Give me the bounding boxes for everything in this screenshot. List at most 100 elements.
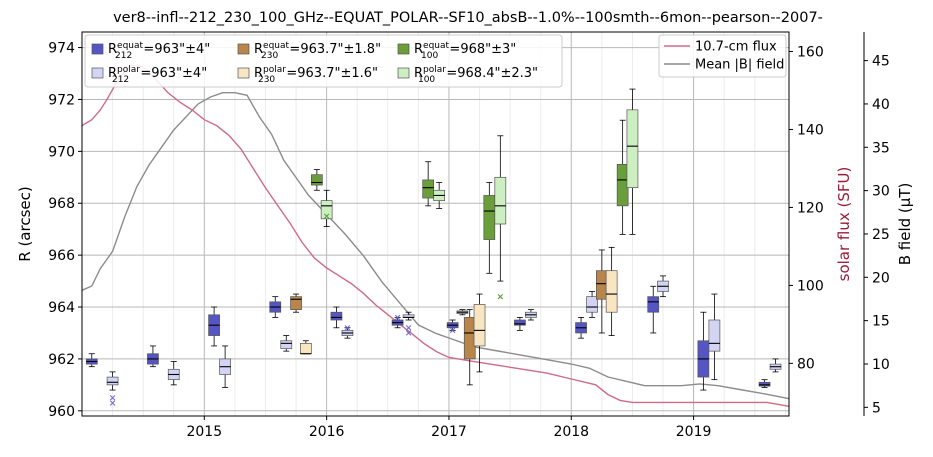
flux-line <box>81 64 790 407</box>
legend-box-frame <box>84 34 563 88</box>
box-212-equat <box>575 317 587 339</box>
flux-tick-label: 160 <box>797 44 824 60</box>
line-series <box>81 64 790 407</box>
box-body <box>290 296 302 310</box>
bfield-tick-label: 35 <box>872 140 890 156</box>
plot-frame <box>81 31 790 417</box>
box-body <box>422 179 435 199</box>
box-212-polar <box>456 309 469 316</box>
box-212-polar <box>167 361 180 386</box>
bfield-tick-label: 15 <box>872 314 890 330</box>
box-body <box>320 200 333 220</box>
legend-entry-bfield-line: Mean |B| field <box>664 58 784 73</box>
box-212-equat <box>330 306 343 329</box>
box-212-equat <box>514 317 526 331</box>
legend-swatch <box>91 43 104 55</box>
box-212-equat <box>147 345 159 368</box>
bfield-tick-label: 10 <box>872 357 890 373</box>
box-series <box>85 88 782 406</box>
box-body <box>616 163 629 207</box>
box-body <box>514 319 526 326</box>
legend-swatch <box>237 67 250 79</box>
legend-lines: 10.7-cm flux Mean |B| field <box>658 34 787 78</box>
y-tick-label: 966 <box>48 248 75 264</box>
box-230-polar <box>605 246 618 336</box>
box-100-equat <box>422 161 435 207</box>
y-tick-label: 974 <box>48 41 75 57</box>
legend-entry-flux-line: 10.7-cm flux <box>664 40 777 55</box>
legend-line-frame <box>658 34 787 78</box>
x-tick-label: 2015 <box>186 424 222 440</box>
legend-label: Rpolar 212 =963"±4" <box>108 65 207 85</box>
chart-title: ver8--infl--212_230_100_GHz--EQUAT_POLAR… <box>113 10 823 26</box>
y-axis-label: R (arcsec) <box>16 186 34 261</box>
box-100-polar <box>320 189 333 227</box>
legend-entry-230-polar: Rpolar 230 =963.7"±1.6" <box>237 65 378 85</box>
x-tick-label: 2019 <box>676 424 712 440</box>
box-outlier <box>405 330 412 336</box>
box-body <box>596 270 608 300</box>
box-212-polar <box>657 275 669 298</box>
legend-swatch <box>91 67 104 79</box>
box-outlier <box>449 327 456 334</box>
box-212-polar <box>402 311 415 336</box>
box-212-equat <box>446 319 459 334</box>
box-body <box>494 176 507 225</box>
legend-boxes: Requat 212 =963"±4" Rpolar 212 =963"±4" Requat… <box>84 34 563 88</box>
box-body <box>605 270 618 313</box>
box-212-polar <box>769 358 782 373</box>
legend-label: Requat 230 =963.7"±1.8" <box>254 41 381 61</box>
box-212-polar <box>708 293 721 381</box>
flux-tick-label: 80 <box>797 356 815 372</box>
box-outlier <box>323 213 330 219</box>
box-body <box>106 376 119 386</box>
box-230-equat <box>290 293 302 313</box>
legend-label: Requat 100 =968"±3" <box>414 41 516 61</box>
box-body <box>299 343 312 355</box>
box-212-equat <box>85 353 98 368</box>
legend-label: Rpolar 230 =963.7"±1.6" <box>254 65 378 85</box>
bfield-tick-label: 25 <box>872 227 890 243</box>
legend-entry-212-polar: Rpolar 212 =963"±4" <box>91 65 207 85</box>
box-100-polar <box>494 135 507 300</box>
box-body <box>473 304 486 347</box>
box-212-equat <box>697 311 710 391</box>
box-230-polar <box>299 340 312 355</box>
box-body <box>758 381 771 387</box>
legend-entry-100-polar: Rpolar 100 =968.4"±2.3" <box>397 65 538 85</box>
y-tick-label: 962 <box>48 352 75 368</box>
box-212-polar <box>341 325 354 339</box>
x-tick-label: 2017 <box>431 424 467 440</box>
x-tick-label: 2016 <box>309 424 345 440</box>
box-100-polar <box>626 88 639 235</box>
box-body <box>463 317 476 360</box>
legend-entry-100-equat: Requat 100 =968"±3" <box>397 41 516 61</box>
box-212-equat <box>269 296 282 318</box>
y-tick-label: 972 <box>48 92 75 108</box>
legend-entry-212-equat: Requat 212 =963"±4" <box>91 41 210 61</box>
box-body <box>330 311 343 321</box>
bfield-tick-label: 20 <box>872 270 890 286</box>
legend-label: 10.7-cm flux <box>695 40 777 55</box>
flux-tick-label: 100 <box>797 278 824 294</box>
legend-label: Rpolar 100 =968.4"±2.3" <box>414 65 538 85</box>
y-tick-label: 970 <box>48 144 75 160</box>
box-body <box>586 296 598 313</box>
box-outlier <box>109 400 116 406</box>
box-body <box>311 174 323 186</box>
grid <box>82 32 789 416</box>
legend-label: Mean |B| field <box>695 58 784 73</box>
box-212-equat <box>758 379 771 388</box>
y-tick-label: 964 <box>48 300 75 316</box>
box-212-equat <box>391 314 404 329</box>
box-body <box>647 296 660 313</box>
legend-swatch <box>397 67 410 79</box>
bfield-tick-label: 40 <box>872 97 890 113</box>
bfield-tick-label: 45 <box>872 54 890 70</box>
bfield-tick-label: 5 <box>872 400 881 416</box>
box-212-polar <box>586 291 598 318</box>
box-body <box>708 319 721 352</box>
bfield-tick-label: 30 <box>872 184 890 200</box>
